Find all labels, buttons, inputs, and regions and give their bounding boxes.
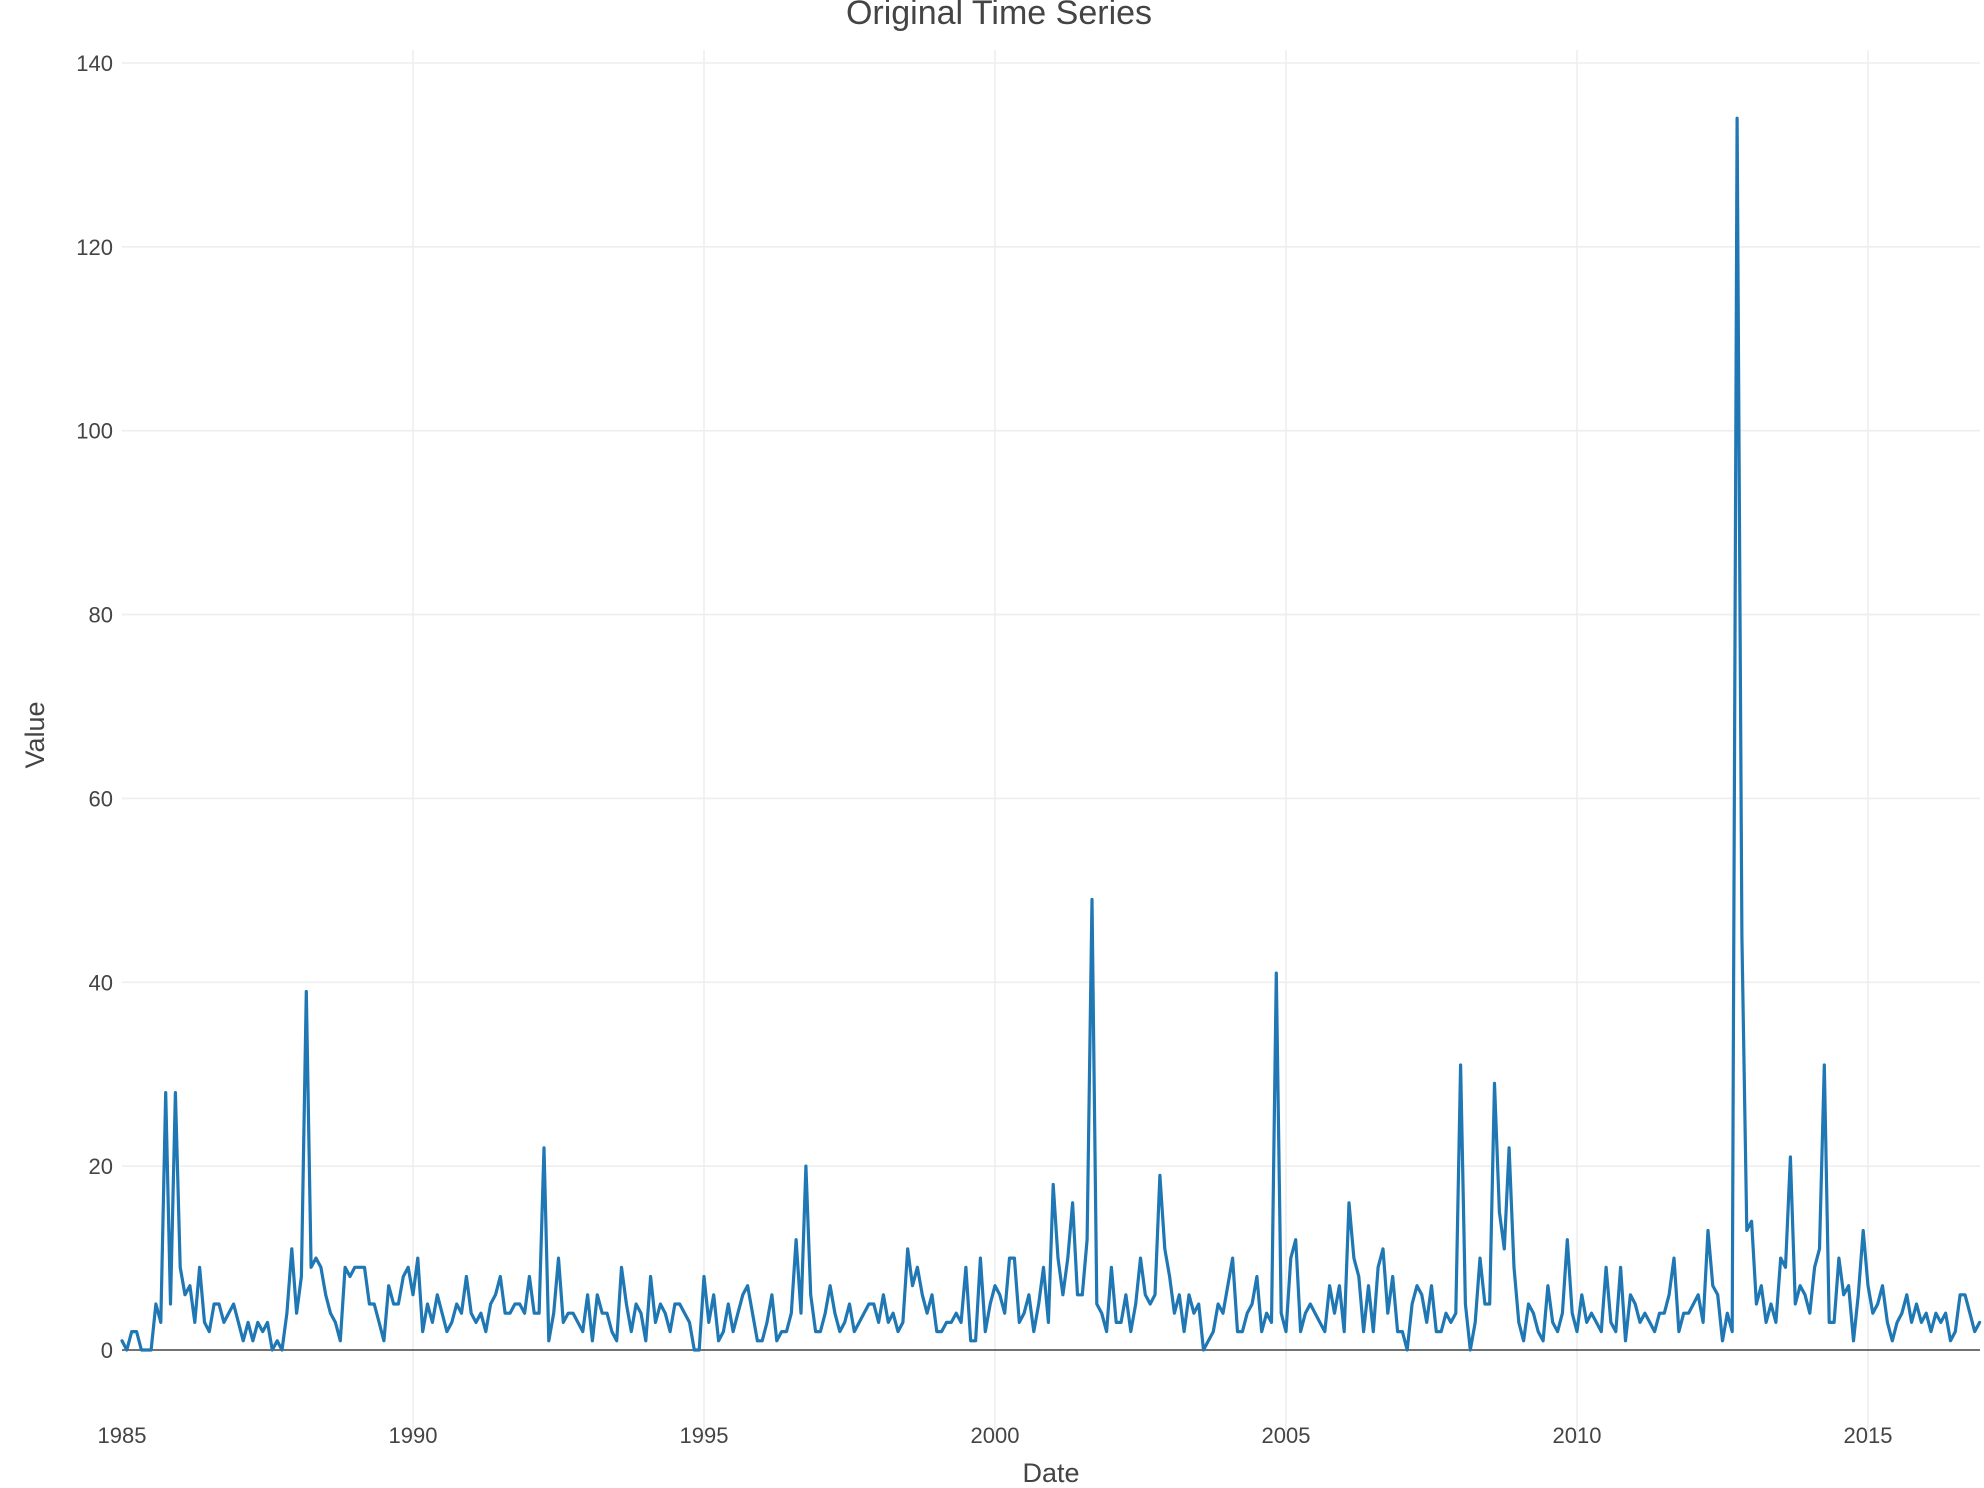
y-tick-label: 100 xyxy=(76,419,113,444)
y-tick-label: 0 xyxy=(101,1338,113,1363)
x-tick-label: 1995 xyxy=(680,1423,729,1448)
y-tick-labels: 0 20 40 60 80 100 120 140 xyxy=(76,51,113,1363)
y-tick-label: 40 xyxy=(89,970,113,995)
y-axis-label: Value xyxy=(20,701,50,768)
x-tick-label: 1990 xyxy=(389,1423,438,1448)
y-tick-label: 140 xyxy=(76,51,113,76)
series-line xyxy=(120,116,1982,1352)
x-tick-label: 1985 xyxy=(98,1423,147,1448)
x-gridlines xyxy=(412,50,1869,1440)
y-tick-label: 60 xyxy=(89,786,113,811)
y-tick-label: 20 xyxy=(89,1154,113,1179)
x-tick-label: 2005 xyxy=(1262,1423,1311,1448)
y-tick-label: 80 xyxy=(89,603,113,628)
chart-title: Original Time Series xyxy=(846,0,1152,32)
x-tick-label: 2000 xyxy=(971,1423,1020,1448)
y-tick-label: 120 xyxy=(76,235,113,260)
x-tick-label: 2010 xyxy=(1553,1423,1602,1448)
x-tick-labels: 1985 1990 1995 2000 2005 2010 2015 xyxy=(98,1423,1893,1448)
x-tick-label: 2015 xyxy=(1844,1423,1893,1448)
y-gridlines xyxy=(122,62,1980,1167)
x-axis-label: Date xyxy=(1022,1458,1079,1488)
